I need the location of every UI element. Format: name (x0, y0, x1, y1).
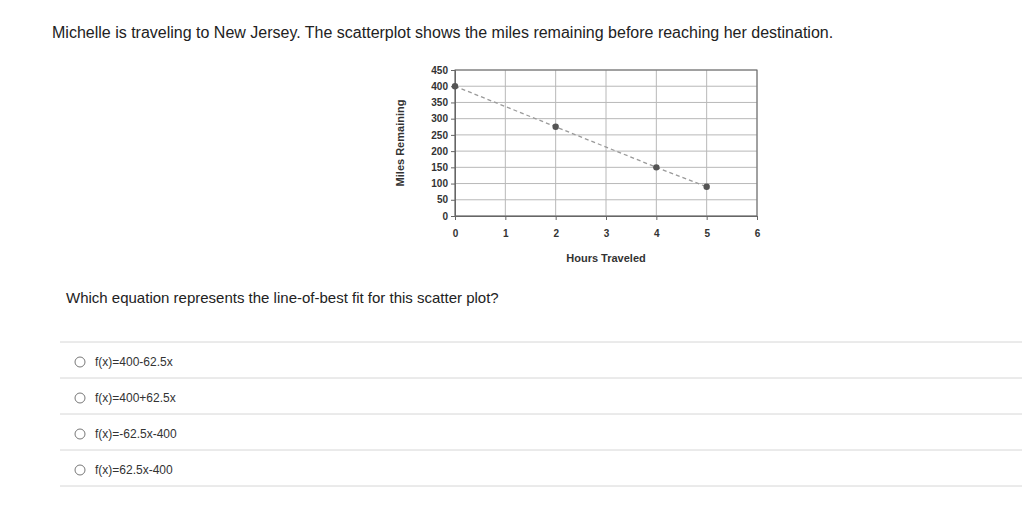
option[interactable]: f(x)=-62.5x-400 (75, 427, 177, 441)
separator (60, 342, 1022, 343)
y-tick: 100 (431, 178, 455, 189)
x-tick: 5 (704, 216, 710, 239)
y-tick: 350 (431, 97, 455, 108)
x-tick-mark (656, 216, 657, 220)
x-tick-label: 6 (755, 228, 761, 239)
point (452, 83, 458, 89)
x-tick: 4 (654, 216, 660, 239)
y-tick: 450 (431, 65, 455, 76)
radio[interactable] (75, 357, 85, 367)
y-tick: 150 (431, 162, 455, 173)
y-tick-label: 400 (431, 81, 448, 92)
point (552, 124, 558, 130)
y-tick: 0 (442, 211, 455, 222)
grid (455, 70, 757, 216)
y-tick-mark (451, 167, 455, 168)
y-tick-label: 200 (431, 146, 448, 157)
connecting-line (455, 86, 707, 187)
option[interactable]: f(x)=400-62.5x (75, 355, 173, 369)
x-tick-label: 1 (503, 228, 509, 239)
point (653, 164, 659, 170)
x-tick: 1 (503, 216, 509, 239)
radio[interactable] (75, 429, 85, 439)
y-tick: 50 (437, 194, 455, 205)
y-tick: 400 (431, 81, 455, 92)
marks (452, 83, 710, 190)
point (703, 184, 709, 190)
x-axis-title: Hours Traveled (566, 252, 645, 264)
radio[interactable] (75, 393, 85, 403)
y-tick: 250 (431, 130, 455, 141)
y-tick-label: 450 (431, 65, 448, 76)
y-tick-mark (451, 135, 455, 136)
x-tick-mark (556, 216, 557, 220)
x-tick-label: 5 (704, 228, 710, 239)
y-tick-label: 50 (437, 194, 449, 205)
option[interactable]: f(x)=62.5x-400 (75, 463, 173, 477)
y-tick-label: 150 (431, 162, 448, 173)
x-tick-label: 0 (453, 228, 459, 239)
grid-line-x (606, 70, 607, 216)
separator (60, 450, 1022, 451)
y-tick-mark (451, 119, 455, 120)
y-tick-mark (451, 102, 455, 103)
y-tick-label: 250 (431, 130, 448, 141)
header: Michelle is traveling to New Jersey. The… (52, 24, 833, 41)
x-tick: 3 (604, 216, 610, 239)
option-label[interactable]: f(x)=62.5x-400 (95, 463, 173, 477)
option[interactable]: f(x)=400+62.5x (75, 391, 176, 405)
x-tick-mark (707, 216, 708, 220)
y-tick-label: 300 (431, 113, 448, 124)
y-axis-line (451, 71, 456, 217)
y-axis-title: Miles Remaining (394, 100, 406, 187)
x-tick-mark (505, 216, 506, 220)
y-tick-label: 350 (431, 97, 448, 108)
separator (60, 414, 1022, 415)
y-tick: 200 (431, 146, 455, 157)
grid-line-x (555, 70, 556, 216)
page: Michelle is traveling to New Jersey. The… (0, 0, 1022, 505)
x-tick-mark (757, 216, 758, 220)
x-tick: 0 (453, 216, 459, 239)
x-tick-label: 2 (553, 228, 559, 239)
x-tick: 2 (553, 216, 559, 239)
y-tick-mark (451, 216, 455, 217)
radio[interactable] (75, 465, 85, 475)
y-tick-label: 0 (442, 211, 448, 222)
grid-line-x (505, 70, 506, 216)
grid-line-x (656, 70, 657, 216)
x-axis: 0 1 2 3 4 5 6 (453, 216, 761, 239)
x-tick: 6 (755, 216, 761, 239)
y-tick-mark (451, 70, 455, 71)
option-label[interactable]: f(x)=400+62.5x (95, 391, 176, 405)
separator (60, 378, 1022, 379)
option-label[interactable]: f(x)=400-62.5x (95, 355, 173, 369)
grid-line-x (706, 70, 707, 216)
x-tick-mark (606, 216, 607, 220)
y-tick-mark (451, 151, 455, 152)
separator (60, 486, 1022, 487)
plot-frame (455, 70, 757, 216)
y-tick-label: 100 (431, 178, 448, 189)
y-axis: 0 50 100 150 200 250 300 350 400 450 (431, 65, 455, 222)
y-tick-mark (451, 184, 455, 185)
option-label[interactable]: f(x)=-62.5x-400 (95, 427, 177, 441)
x-tick-label: 4 (654, 228, 660, 239)
question: Which equation represents the line-of-be… (66, 289, 499, 306)
x-axis-line (456, 217, 758, 221)
y-tick: 300 (431, 113, 455, 124)
x-tick-label: 3 (604, 228, 610, 239)
x-tick-mark (455, 216, 456, 220)
y-tick-mark (451, 200, 455, 201)
